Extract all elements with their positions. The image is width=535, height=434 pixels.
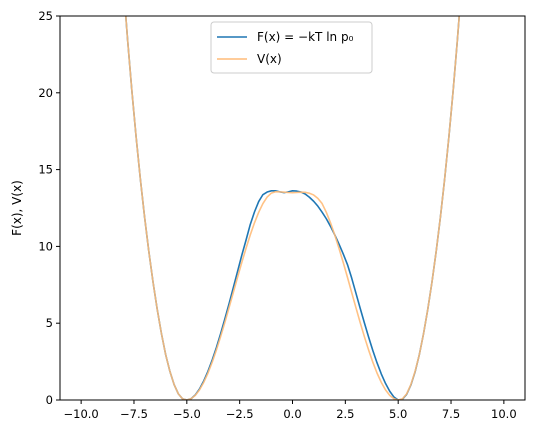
x-tick-label: 5.0 — [389, 407, 407, 421]
x-tick-label: 10.0 — [491, 407, 517, 421]
y-tick-label: 15 — [38, 163, 53, 177]
y-tick-label: 10 — [38, 239, 53, 253]
x-tick-label: 2.5 — [336, 407, 354, 421]
y-tick-label: 20 — [38, 86, 53, 100]
y-axis-label: F(x), V(x) — [10, 180, 24, 236]
x-tick-label: −10.0 — [64, 407, 99, 421]
series-layer — [124, 16, 461, 400]
x-tick-label: 7.5 — [442, 407, 460, 421]
legend: F(x) = −kT ln p₀ V(x) — [210, 21, 373, 74]
y-tick-label: 0 — [46, 393, 53, 407]
legend-label-v: V(x) — [257, 52, 282, 66]
x-tick-label: −5.0 — [173, 407, 201, 421]
legend-box — [210, 21, 373, 74]
ticks-layer: −10.0 −7.5 −5.0 −2.5 0.0 2.5 5.0 7.5 10.0 0 5 10 15 2… — [38, 9, 516, 421]
y-tick-label: 25 — [38, 9, 53, 23]
x-tick-label: −7.5 — [120, 407, 148, 421]
x-tick-label: −2.5 — [226, 407, 254, 421]
series-line-v — [124, 16, 461, 400]
x-tick-label: 0.0 — [283, 407, 301, 421]
legend-label-f: F(x) = −kT ln p₀ — [257, 30, 354, 44]
y-tick-label: 5 — [46, 316, 53, 330]
